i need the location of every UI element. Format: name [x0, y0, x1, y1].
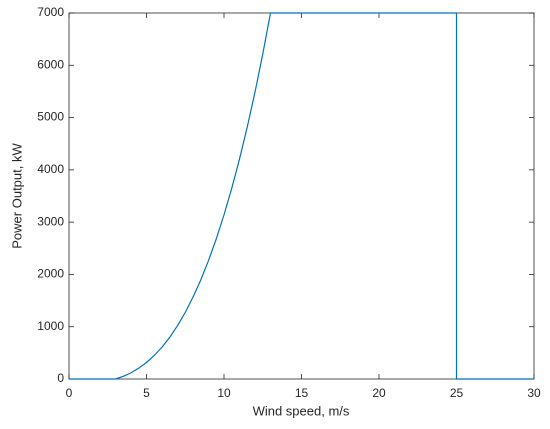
- y-tick-label: 1000: [37, 319, 64, 333]
- y-tick-label: 6000: [37, 57, 64, 71]
- x-tick-label: 25: [450, 386, 464, 400]
- x-tick-label: 0: [66, 386, 73, 400]
- x-tick-label: 30: [527, 386, 541, 400]
- y-tick-label: 7000: [37, 5, 64, 19]
- plot-area: [68, 12, 535, 380]
- y-tick-label: 2000: [37, 267, 64, 281]
- y-tick-label: 4000: [37, 162, 64, 176]
- x-tick-label: 10: [217, 386, 231, 400]
- y-tick-label: 5000: [37, 110, 64, 124]
- y-tick-label: 3000: [37, 214, 64, 228]
- y-axis-label: Power Output, kW: [9, 143, 24, 249]
- x-axis-label: Wind speed, m/s: [253, 403, 350, 418]
- x-tick-label: 5: [143, 386, 150, 400]
- x-tick-label: 20: [372, 386, 386, 400]
- x-tick-label: 15: [295, 386, 309, 400]
- data-line: [69, 12, 534, 380]
- y-tick-label: 0: [57, 371, 64, 385]
